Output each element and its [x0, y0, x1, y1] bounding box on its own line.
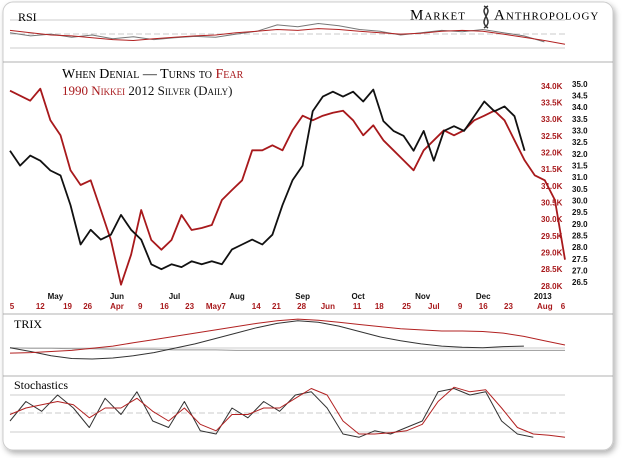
- x2-tick-label: 12: [36, 302, 45, 311]
- x-tick-label: 2013: [534, 292, 552, 301]
- y2-tick-label: 33.0K: [541, 115, 563, 124]
- y2-tick-label: 28.5K: [541, 265, 563, 274]
- y-tick-label: 28.0: [572, 243, 588, 252]
- x2-tick-label: 21: [272, 302, 281, 311]
- series-line: [9, 386, 566, 438]
- panel-title: RSI: [18, 10, 37, 24]
- y-tick-label: 34.0: [572, 103, 588, 112]
- x2-tick-label: 9: [458, 302, 463, 311]
- y-tick-label: 29.5: [572, 208, 588, 217]
- y-tick-label: 29.0: [572, 220, 588, 229]
- y2-tick-label: 33.5K: [541, 98, 563, 107]
- y-tick-label: 27.5: [572, 255, 588, 264]
- x2-tick-label: 16: [160, 302, 169, 311]
- series-line: [9, 347, 565, 351]
- y-tick-label: 32.0: [572, 150, 588, 159]
- x-tick-label: Dec: [476, 292, 491, 301]
- x2-tick-label: May7: [206, 302, 227, 311]
- x2-tick-label: Jun: [321, 302, 335, 311]
- title-text: When Denial — Turns to: [62, 67, 212, 82]
- x2-tick-label: 28: [297, 302, 306, 311]
- x2-tick-label: Jul: [428, 302, 440, 311]
- y-tick-label: 27.0: [572, 266, 588, 275]
- legend: 1990 Nikkei 2012 Silver (Daily): [62, 83, 232, 98]
- panel-title: Stochastics: [14, 378, 68, 392]
- x2-tick-label: 5: [10, 302, 15, 311]
- x2-tick-label: 23: [504, 302, 513, 311]
- y2-tick-label: 34.0K: [541, 82, 563, 91]
- brand-left: Market: [410, 7, 466, 23]
- y2-tick-label: 30.0K: [541, 215, 563, 224]
- x-tick-label: Jul: [169, 292, 181, 301]
- y-tick-label: 35.0: [572, 80, 588, 89]
- x-tick-label: Nov: [415, 292, 431, 301]
- brand: Market Anthropology: [410, 5, 599, 29]
- x2-tick-label: 6: [561, 302, 566, 311]
- x2-tick-label: Apr: [110, 302, 124, 311]
- y-tick-label: 30.0: [572, 196, 588, 205]
- y2-tick-label: 30.5K: [541, 198, 563, 207]
- series-line: [9, 320, 524, 360]
- y2-tick-label: 32.0K: [541, 148, 563, 157]
- x2-tick-label: 16: [479, 302, 488, 311]
- y2-tick-label: 32.5K: [541, 132, 563, 141]
- y2-tick-label: 31.0K: [541, 182, 563, 191]
- y2-tick-label: 29.0K: [541, 248, 563, 257]
- chart-title: When Denial — Turns to Fear: [62, 67, 244, 82]
- x2-tick-label: 14: [252, 302, 261, 311]
- series-line: [9, 318, 566, 354]
- x2-tick-label: 9: [138, 302, 143, 311]
- y-tick-label: 31.5: [572, 161, 588, 170]
- x-tick-label: May: [48, 292, 64, 301]
- legend-entry: 2012 Silver (Daily): [128, 83, 232, 98]
- x-tick-label: Oct: [351, 292, 365, 301]
- reference-lines: [3, 19, 613, 433]
- legend-entry: 1990 Nikkei: [62, 83, 125, 98]
- x-tick-label: Jun: [110, 292, 124, 301]
- y-tick-label: 32.5: [572, 138, 588, 147]
- y2-tick-label: 29.5K: [541, 232, 563, 241]
- series-line: [9, 87, 566, 286]
- series-line: [9, 28, 566, 45]
- y2-tick-label: 31.5K: [541, 165, 563, 174]
- y-tick-label: 26.5: [572, 278, 588, 287]
- x2-tick-label: 23: [185, 302, 194, 311]
- x2-tick-label: 25: [402, 302, 411, 311]
- series-line: [9, 88, 526, 271]
- y-tick-label: 34.5: [572, 91, 588, 100]
- frame: [2, 1, 614, 451]
- y-tick-label: 28.5: [572, 231, 588, 240]
- panel-title: TRIX: [14, 317, 42, 331]
- x2-tick-label: Aug: [537, 302, 553, 311]
- y-tick-label: 33.5: [572, 115, 588, 124]
- x2-tick-label: 26: [83, 302, 92, 311]
- x-tick-label: Sep: [295, 292, 310, 301]
- x-tick-label: Aug: [229, 292, 245, 301]
- x2-tick-label: 18: [375, 302, 384, 311]
- y-tick-label: 31.0: [572, 173, 588, 182]
- x2-tick-label: 19: [63, 302, 72, 311]
- x2-tick-label: 11: [353, 302, 362, 311]
- y-tick-label: 30.5: [572, 185, 588, 194]
- y-tick-label: 33.0: [572, 126, 588, 135]
- title-emphasis: Fear: [216, 67, 244, 82]
- series-line: [9, 23, 545, 43]
- y2-tick-label: 28.0K: [541, 282, 563, 291]
- brand-right: Anthropology: [494, 7, 599, 23]
- brand-icon: [483, 5, 489, 29]
